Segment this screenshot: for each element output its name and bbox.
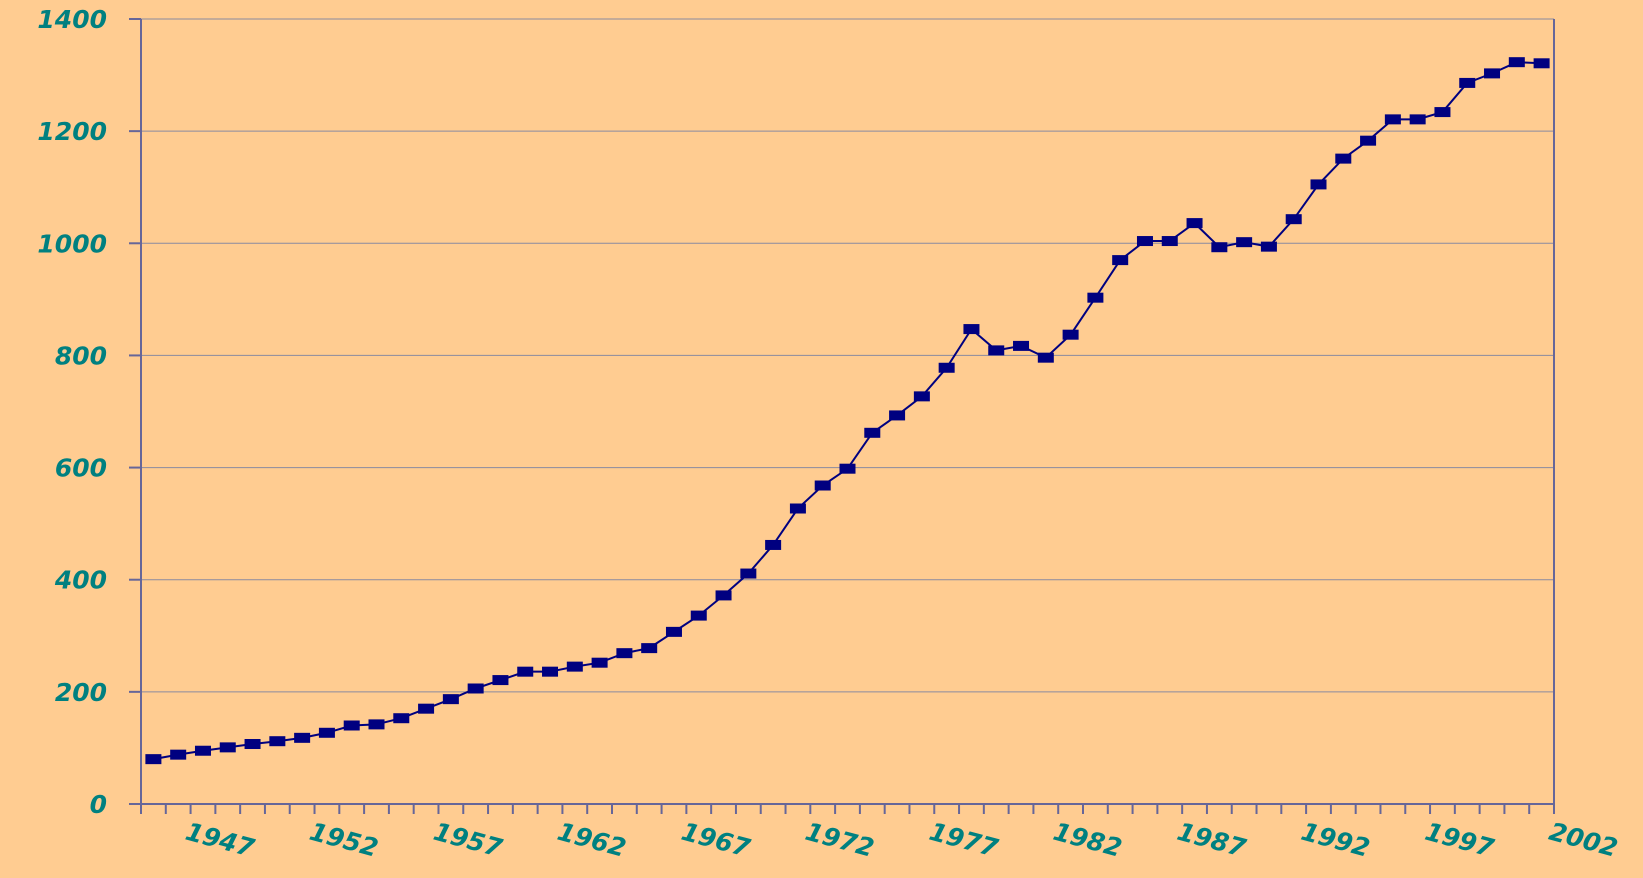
data-point bbox=[368, 719, 385, 730]
x-tick-label: 1992 bbox=[1298, 817, 1373, 863]
data-point bbox=[517, 666, 534, 677]
data-point bbox=[938, 362, 955, 373]
y-tick-label: 1200 bbox=[37, 117, 107, 146]
data-point bbox=[467, 683, 484, 694]
data-point bbox=[393, 713, 410, 724]
data-point bbox=[1136, 236, 1153, 247]
data-point bbox=[1211, 242, 1228, 253]
data-point bbox=[244, 739, 261, 750]
data-point bbox=[963, 324, 980, 335]
data-point bbox=[1013, 340, 1030, 351]
x-tick-label: 1952 bbox=[307, 817, 382, 863]
data-point bbox=[542, 666, 559, 677]
data-point bbox=[318, 727, 335, 738]
data-point bbox=[1037, 352, 1054, 363]
y-tick-label: 0 bbox=[90, 790, 107, 819]
data-point bbox=[1508, 57, 1525, 68]
data-point bbox=[1186, 218, 1203, 229]
data-point bbox=[343, 720, 360, 731]
data-point bbox=[1459, 77, 1476, 88]
x-tick-label: 1947 bbox=[183, 817, 258, 863]
data-point bbox=[1335, 153, 1352, 164]
data-point bbox=[219, 742, 236, 753]
data-point bbox=[814, 480, 831, 491]
data-point bbox=[1260, 241, 1277, 252]
data-point bbox=[988, 345, 1005, 356]
data-point bbox=[789, 503, 806, 514]
data-point bbox=[765, 539, 782, 550]
data-point bbox=[1112, 255, 1129, 266]
data-point bbox=[1236, 237, 1253, 248]
data-point bbox=[145, 754, 162, 765]
data-point bbox=[566, 661, 583, 672]
y-tick-label: 800 bbox=[55, 341, 107, 370]
y-tick-label: 400 bbox=[54, 566, 107, 595]
x-tick-label: 1967 bbox=[678, 817, 753, 863]
x-tick-label: 1962 bbox=[554, 817, 629, 863]
data-point bbox=[1409, 114, 1426, 125]
data-point bbox=[889, 410, 906, 421]
data-point bbox=[1484, 68, 1501, 79]
data-point bbox=[616, 648, 633, 659]
data-point bbox=[715, 590, 732, 601]
data-point bbox=[1533, 58, 1550, 69]
y-tick-label: 1000 bbox=[37, 229, 107, 258]
data-point bbox=[170, 749, 187, 760]
data-point bbox=[1285, 214, 1302, 225]
x-tick-label: 1977 bbox=[926, 817, 1001, 863]
x-tick-label: 1987 bbox=[1174, 817, 1249, 863]
data-point bbox=[492, 675, 509, 686]
y-tick-label: 1400 bbox=[37, 5, 107, 34]
data-point bbox=[591, 657, 608, 668]
data-point bbox=[641, 643, 658, 654]
data-point bbox=[1434, 107, 1451, 118]
data-point bbox=[1310, 179, 1327, 190]
data-point bbox=[269, 736, 286, 747]
x-tick-label: 2002 bbox=[1546, 817, 1621, 863]
x-tick-label: 1997 bbox=[1422, 817, 1497, 863]
data-point bbox=[442, 694, 459, 705]
data-point bbox=[194, 745, 211, 756]
y-tick-label: 200 bbox=[55, 678, 107, 707]
data-point bbox=[839, 463, 856, 474]
x-tick-label: 1957 bbox=[431, 817, 506, 863]
data-point bbox=[665, 626, 682, 637]
x-tick-label: 1972 bbox=[802, 817, 877, 863]
data-point bbox=[913, 391, 930, 402]
data-point bbox=[740, 568, 757, 579]
x-tick-label: 1982 bbox=[1050, 817, 1125, 863]
data-point bbox=[1087, 292, 1104, 303]
y-tick-label: 600 bbox=[55, 454, 107, 483]
data-point bbox=[418, 703, 435, 714]
data-point bbox=[690, 610, 707, 621]
data-point bbox=[864, 427, 881, 438]
data-point bbox=[1161, 236, 1178, 247]
data-point bbox=[1062, 329, 1079, 340]
series-line bbox=[153, 61, 1542, 761]
data-point bbox=[1360, 135, 1377, 146]
data-point bbox=[1384, 114, 1401, 125]
data-point bbox=[294, 732, 311, 743]
